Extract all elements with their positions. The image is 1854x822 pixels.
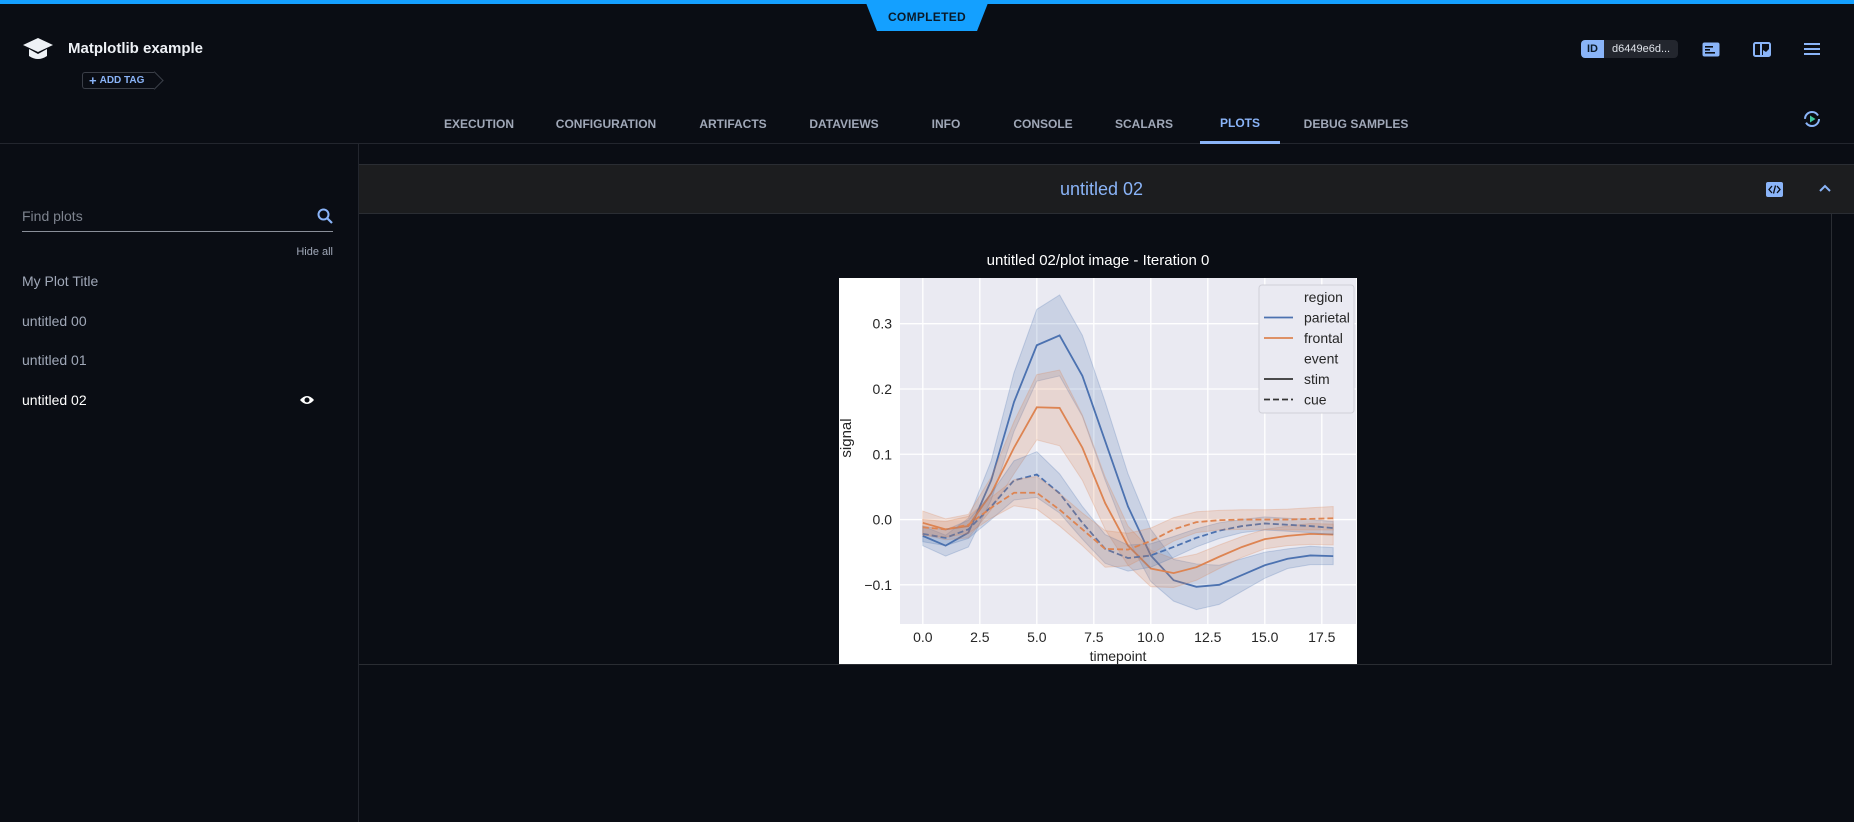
x-tick-label: 5.0: [1027, 629, 1047, 645]
y-tick-label: 0.0: [873, 512, 893, 528]
auto-refresh-icon[interactable]: [1801, 108, 1823, 130]
y-tick-label: −0.1: [864, 577, 892, 593]
layout-icon[interactable]: [1751, 38, 1773, 60]
tab-plots[interactable]: PLOTS: [1199, 104, 1281, 144]
id-badge[interactable]: ID d6449e6d...: [1581, 40, 1679, 58]
graduation-cap-icon: [23, 38, 53, 59]
status-bar: [0, 0, 1854, 4]
x-tick-label: 2.5: [970, 629, 990, 645]
x-tick-label: 10.0: [1137, 629, 1164, 645]
y-tick-label: 0.1: [873, 446, 893, 462]
y-tick-label: 0.3: [873, 316, 893, 332]
eye-icon[interactable]: [299, 394, 315, 406]
tab-console[interactable]: CONSOLE: [1013, 117, 1073, 131]
experiment-title: Matplotlib example: [68, 40, 204, 57]
hide-all-button[interactable]: Hide all: [296, 246, 333, 258]
line-chart: 0.0 2.5 5.0 7.5 10.0 12.5 15.0 17.5 −0.1 0.0 0.1 0.…: [838, 278, 1356, 664]
id-label: ID: [1581, 40, 1604, 58]
y-axis-label: signal: [839, 418, 855, 457]
ci-band-frontal-cue: [922, 475, 1334, 568]
add-tag-label: ADD TAG: [99, 75, 145, 86]
menu-icon[interactable]: [1801, 38, 1823, 60]
tab-execution[interactable]: EXECUTION: [443, 117, 515, 131]
collapse-chevron-up-icon[interactable]: [1819, 184, 1831, 193]
legend-entry: cue: [1304, 392, 1327, 408]
legend-entry: frontal: [1304, 330, 1343, 346]
x-axis-label: timepoint: [1090, 648, 1147, 664]
tab-debug-samples[interactable]: DEBUG SAMPLES: [1303, 117, 1409, 131]
line-parietal-stim: [922, 334, 1334, 588]
legend-entry: stim: [1304, 371, 1330, 387]
plot-image[interactable]: 0.0 2.5 5.0 7.5 10.0 12.5 15.0 17.5 −0.1 0.0 0.1 0.…: [838, 278, 1357, 664]
x-tick-label: 15.0: [1251, 629, 1278, 645]
plot-panel-header: untitled 02: [359, 164, 1854, 214]
line-frontal-cue: [922, 491, 1334, 551]
plot-list-item[interactable]: My Plot Title: [22, 273, 99, 289]
plot-title: untitled 02/plot image - Iteration 0: [986, 252, 1210, 269]
plot-list-item[interactable]: untitled 01: [22, 352, 87, 368]
x-tick-label: 0.0: [913, 629, 933, 645]
tab-bar: EXECUTION CONFIGURATION ARTIFACTS DATAVIEWS…: [0, 104, 1854, 144]
ci-band-parietal-cue: [922, 451, 1334, 572]
sidebar: [0, 144, 359, 822]
x-tick-label: 12.5: [1194, 629, 1221, 645]
plot-list-item-active[interactable]: untitled 02: [22, 392, 87, 408]
legend-entry: event: [1304, 351, 1338, 367]
id-value: d6449e6d...: [1604, 40, 1679, 58]
ci-band-frontal-stim: [922, 369, 1334, 588]
legend-entry: region: [1304, 289, 1343, 305]
plot-panel-body: [359, 214, 1832, 665]
tab-artifacts[interactable]: ARTIFACTS: [699, 117, 767, 131]
search-icon[interactable]: [317, 208, 333, 224]
tab-dataviews[interactable]: DATAVIEWS: [809, 117, 879, 131]
plus-icon: +: [89, 73, 97, 88]
embed-code-icon[interactable]: [1766, 182, 1783, 197]
tab-configuration[interactable]: CONFIGURATION: [555, 117, 657, 131]
line-parietal-cue: [922, 473, 1334, 559]
add-tag-button[interactable]: + ADD TAG: [82, 72, 155, 89]
tab-info[interactable]: INFO: [931, 117, 961, 131]
info-panel-icon[interactable]: [1700, 38, 1722, 60]
x-tick-label: 17.5: [1308, 629, 1335, 645]
status-badge: COMPLETED: [866, 3, 988, 31]
line-frontal-stim: [922, 406, 1334, 575]
legend-entry: parietal: [1304, 310, 1350, 326]
panel-title: untitled 02: [1059, 179, 1144, 199]
tab-scalars[interactable]: SCALARS: [1114, 117, 1174, 131]
plot-list-item[interactable]: untitled 00: [22, 313, 87, 329]
search-field[interactable]: [22, 200, 333, 232]
y-tick-label: 0.2: [873, 381, 893, 397]
search-input[interactable]: [22, 207, 317, 224]
x-tick-label: 7.5: [1084, 629, 1104, 645]
